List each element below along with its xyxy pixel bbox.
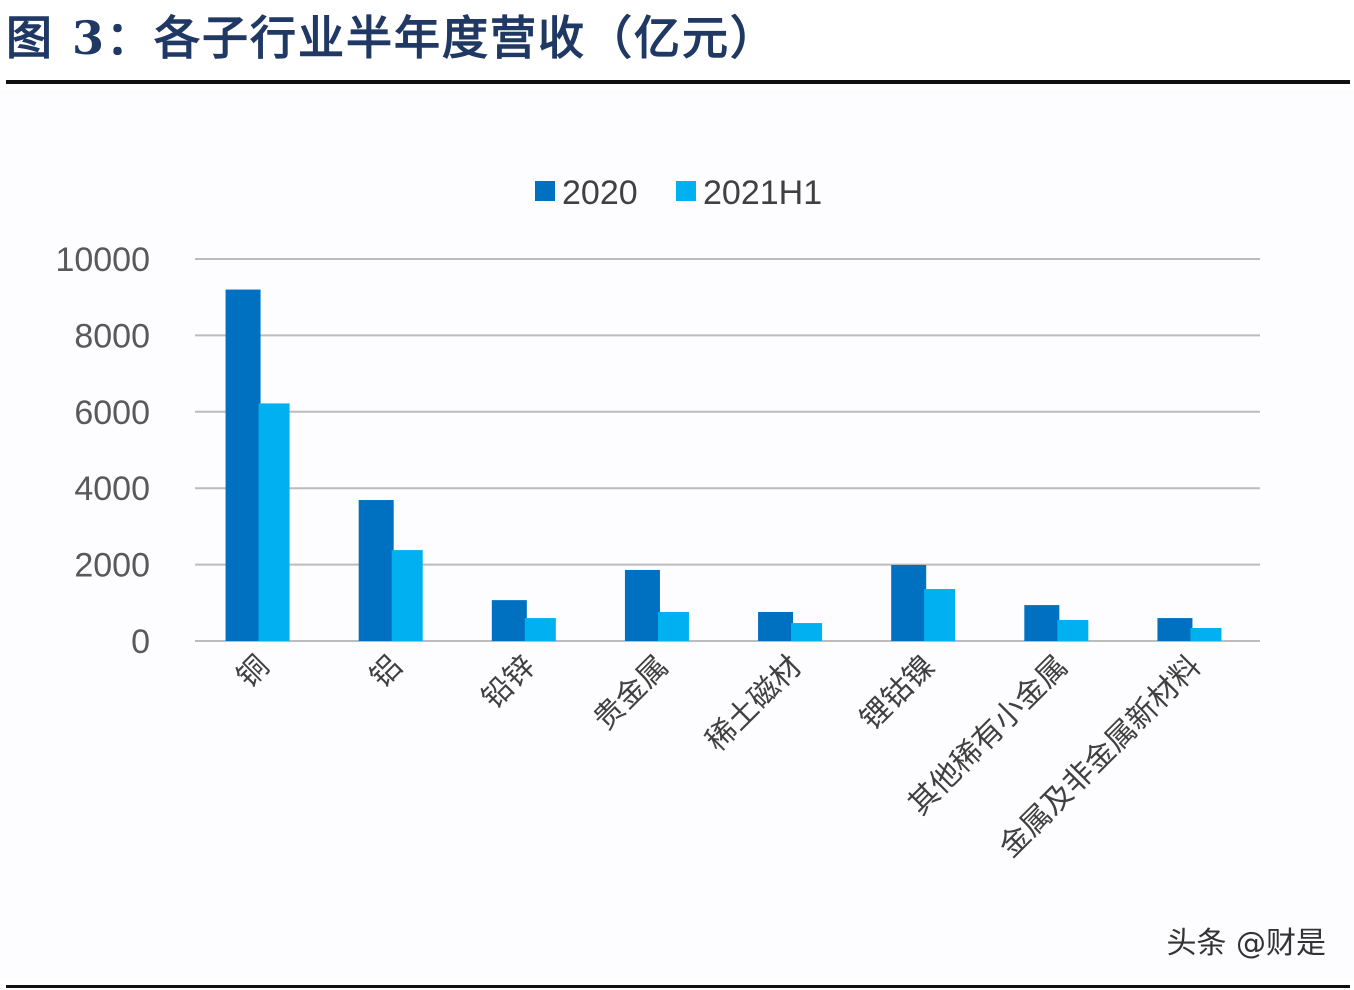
- gridlines: [195, 258, 1260, 642]
- y-axis: 0 2000 4000 6000 8000 10000: [55, 241, 150, 661]
- legend-label: 2021H1: [703, 174, 822, 212]
- bar-2021H1-2: [524, 618, 556, 641]
- legend-label: 2020: [562, 174, 638, 212]
- bar-2021H1-7: [1190, 628, 1222, 641]
- bar-2020-5: [891, 564, 927, 641]
- bar-2020-0: [225, 289, 261, 641]
- y-tick-label: 2000: [74, 547, 150, 585]
- bar-2021H1-6: [1057, 619, 1089, 641]
- top-rule: [6, 80, 1350, 84]
- bar-2021H1-5: [924, 589, 956, 641]
- x-tick-label: 贵金属: [588, 650, 675, 737]
- bar-2020-4: [758, 611, 794, 641]
- bar-2020-6: [1024, 605, 1060, 641]
- bar-2020-1: [358, 500, 394, 641]
- x-tick-label: 铅锌: [476, 650, 542, 716]
- legend: 2020 2021H1: [535, 174, 822, 212]
- y-tick-label: 4000: [74, 470, 150, 508]
- bar-2020-2: [491, 600, 527, 641]
- bottom-rule: [6, 985, 1350, 988]
- watermark: 头条 @财是: [1166, 926, 1326, 961]
- figure-title: 图 3：各子行业半年度营收（亿元）: [6, 11, 779, 65]
- bar-2021H1-3: [657, 611, 689, 641]
- bar-2020-7: [1157, 618, 1193, 641]
- bar-2020-3: [624, 569, 660, 641]
- y-tick-label: 10000: [55, 241, 150, 279]
- bar-2021H1-0: [258, 403, 290, 641]
- bar-2021H1-4: [791, 623, 823, 641]
- bar-2021H1-1: [391, 550, 423, 641]
- y-tick-label: 8000: [74, 317, 150, 355]
- legend-swatch-2020: [535, 181, 555, 201]
- x-axis: 铜铝铅锌 贵金属 稀土磁材 锂钴镍其他稀有小金属金属及非金属新材料: [231, 650, 1207, 864]
- y-tick-label: 0: [131, 623, 150, 661]
- x-tick-label: 铝: [364, 650, 409, 695]
- bars: [225, 289, 1222, 641]
- x-tick-label: 稀土磁材: [700, 650, 808, 758]
- x-tick-label: 锂钴镍: [854, 650, 941, 737]
- legend-swatch-2021H1: [676, 181, 696, 201]
- x-tick-label: 铜: [231, 650, 276, 695]
- y-tick-label: 6000: [74, 394, 150, 432]
